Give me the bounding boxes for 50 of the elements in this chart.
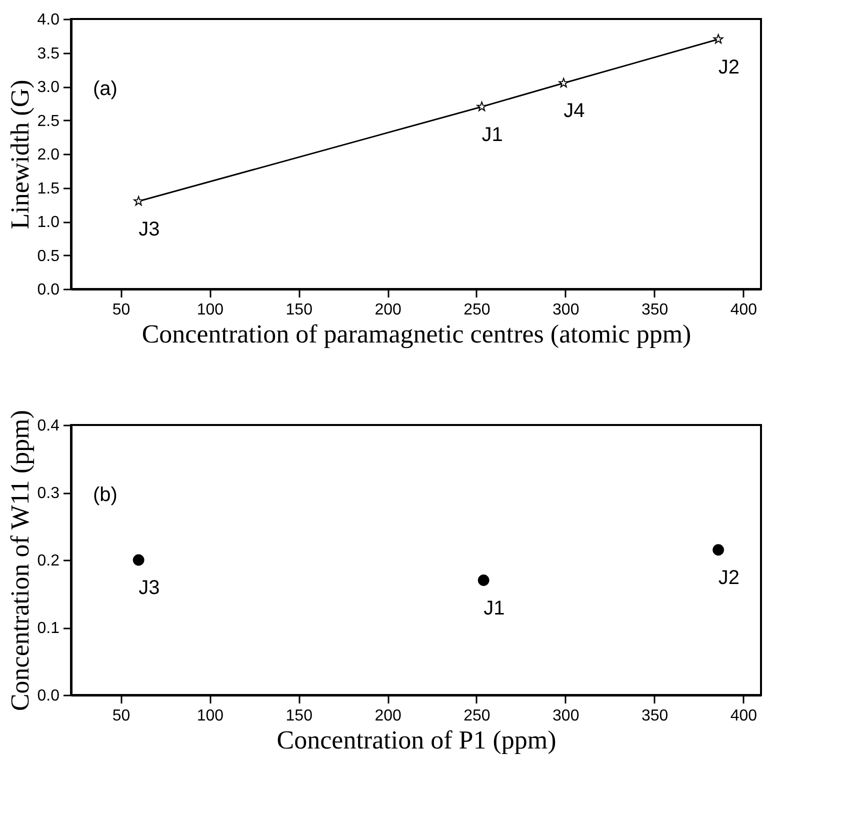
point [476, 102, 487, 112]
annotation: J3 [138, 577, 160, 599]
point [478, 574, 490, 586]
x-axis-title: Concentration of paramagnetic centres (atomic ppm) [142, 320, 692, 348]
x-tick-label: 250 [464, 302, 490, 318]
y-tick-label: 0.4 [37, 418, 60, 434]
y-tick-label: 2.5 [37, 112, 60, 130]
x-tick-label: 200 [374, 302, 402, 318]
y-tick-label: 0.1 [37, 620, 60, 637]
point [713, 34, 724, 44]
annotation: (b) [93, 484, 118, 506]
x-tick-label: 100 [196, 302, 224, 318]
y-tick-label: 0.5 [37, 248, 60, 265]
x-tick-label: 250 [464, 708, 490, 724]
x-tick-label: 300 [552, 708, 580, 724]
x-tick-label: 150 [286, 708, 313, 724]
annotation: J2 [718, 566, 740, 589]
x-tick-label: 300 [552, 302, 580, 318]
x-tick-label: 350 [641, 302, 668, 318]
y-tick-label: 0.2 [37, 552, 60, 570]
x-tick-label: 350 [641, 708, 668, 724]
point [132, 554, 144, 566]
y-tick-label: 3.0 [37, 79, 60, 96]
point [558, 78, 569, 88]
y-tick-label: 4.0 [37, 12, 60, 28]
point [134, 196, 144, 206]
y-tick-label: 0.0 [37, 688, 60, 704]
y-tick-label: 0.0 [37, 282, 60, 298]
x-axis-title: Concentration of P1 (ppm) [276, 726, 556, 754]
annotation: J1 [482, 124, 503, 146]
y-axis-title: Linewidth (G) [5, 80, 34, 230]
annotation: (a) [93, 78, 118, 100]
y-tick-label: 1.5 [37, 180, 60, 198]
x-tick-label: 200 [374, 708, 402, 724]
annotation: J3 [138, 218, 160, 240]
x-tick-label: 50 [112, 302, 130, 318]
y-tick-label: 3.5 [37, 45, 60, 62]
x-tick-label: 150 [286, 302, 313, 318]
x-tick-label: 400 [730, 708, 758, 724]
y-tick-label: 1.0 [37, 214, 60, 231]
annotation: J4 [564, 100, 585, 122]
y-axis-title: Concentration of W11 (ppm) [5, 410, 34, 712]
x-tick-label: 50 [112, 708, 130, 724]
annotation: J1 [484, 597, 505, 620]
annotation: J2 [718, 56, 740, 78]
x-tick-label: 100 [196, 708, 224, 724]
y-tick-label: 2.0 [37, 146, 60, 164]
x-tick-label: 400 [730, 302, 758, 318]
point [712, 544, 724, 556]
y-tick-label: 0.3 [37, 485, 60, 502]
